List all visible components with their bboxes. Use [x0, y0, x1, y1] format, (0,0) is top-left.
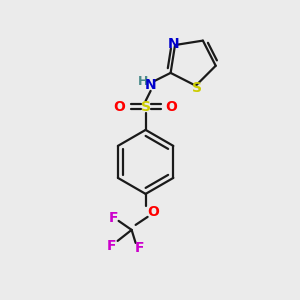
- Text: F: F: [135, 241, 144, 255]
- Text: N: N: [168, 37, 180, 51]
- Text: S: S: [192, 81, 202, 95]
- Text: O: O: [166, 100, 178, 114]
- Text: O: O: [114, 100, 126, 114]
- Text: F: F: [107, 239, 116, 253]
- Text: N: N: [145, 78, 156, 92]
- Text: F: F: [109, 211, 118, 225]
- Text: O: O: [148, 205, 160, 219]
- Text: H: H: [137, 75, 148, 88]
- Text: S: S: [141, 100, 151, 114]
